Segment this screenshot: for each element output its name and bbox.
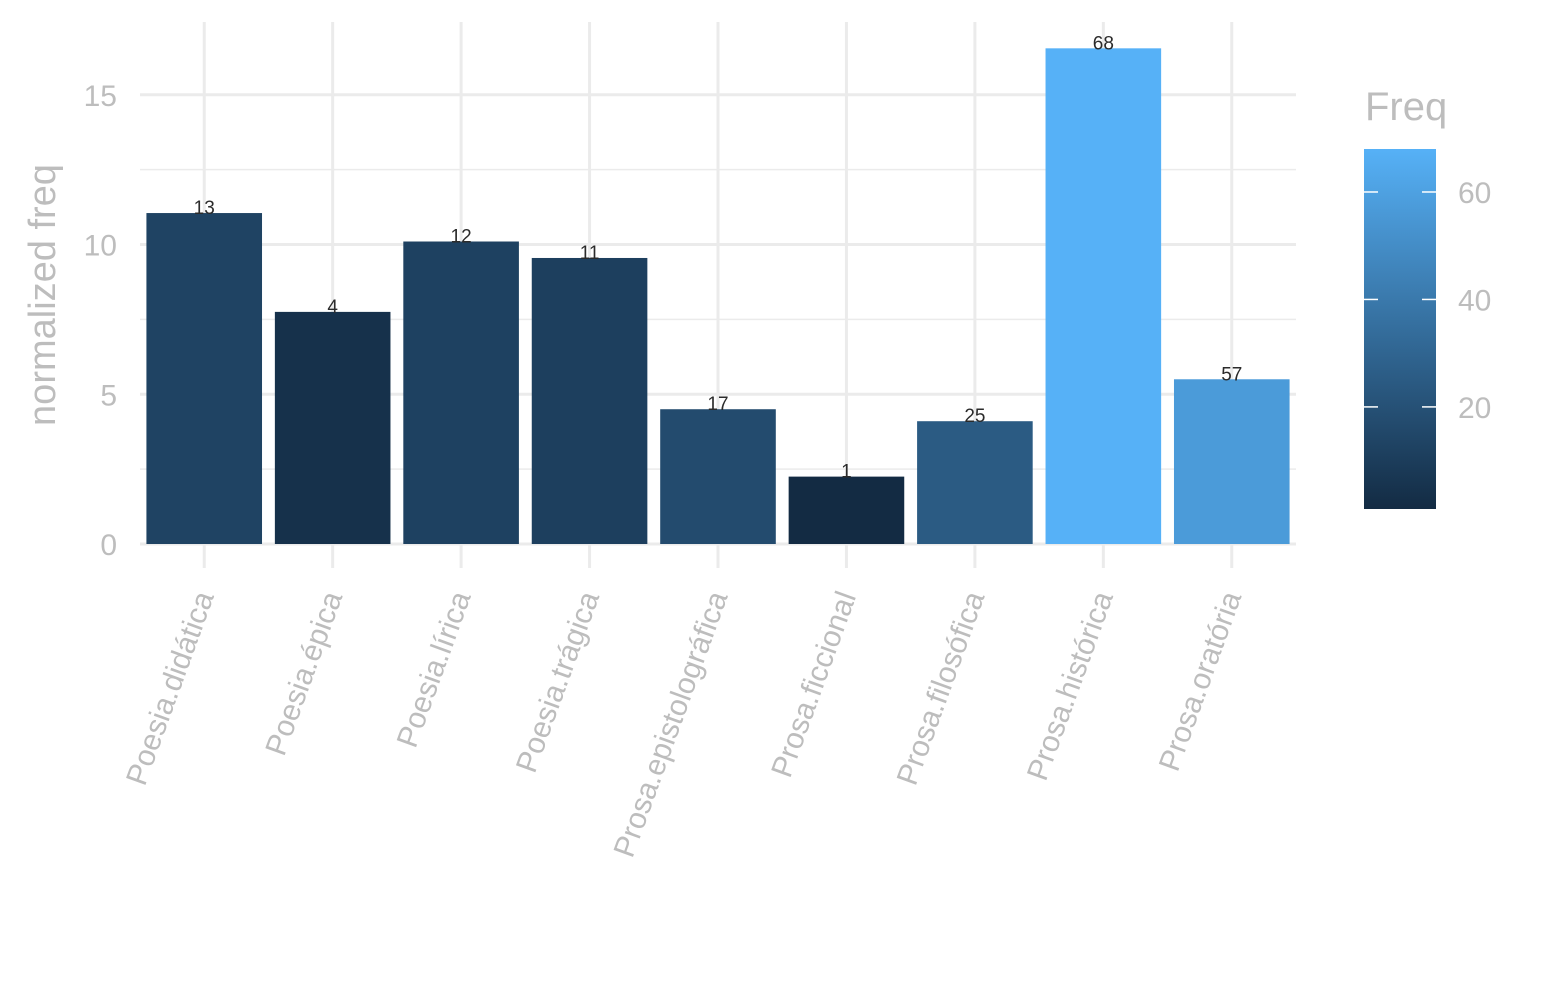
y-axis: 0 5 10 15 xyxy=(84,80,117,562)
legend-colorbar xyxy=(1364,149,1436,509)
bar-value-label: 11 xyxy=(580,243,600,264)
x-tick-label: Prosa.oratória xyxy=(1153,587,1249,776)
bar-value-label: 12 xyxy=(451,227,472,248)
bar-value-label: 57 xyxy=(1221,364,1242,385)
bar-1 xyxy=(274,311,391,544)
x-tick-label: Poesia.didática xyxy=(120,587,221,790)
bar-0 xyxy=(146,213,263,545)
legend: Freq 20 40 60 xyxy=(1364,85,1491,509)
x-tick-label: Prosa.ficcional xyxy=(765,587,863,782)
bar-value-label: 17 xyxy=(707,394,728,415)
x-tick-label: Prosa.filosófica xyxy=(891,587,992,790)
x-axis: Poesia.didática Poesia.épica Poesia.lírica… xyxy=(120,587,1248,862)
legend-tick-label: 60 xyxy=(1458,177,1491,210)
bar-5 xyxy=(788,476,905,544)
x-tick-label: Poesia.épica xyxy=(259,587,349,760)
y-tick-label: 0 xyxy=(100,529,117,562)
x-tick-label: Poesia.trágica xyxy=(510,587,606,777)
bar-8 xyxy=(1173,379,1290,544)
bar-value-label: 4 xyxy=(327,297,338,318)
y-tick-label: 10 xyxy=(84,230,117,263)
bar-7 xyxy=(1045,48,1162,544)
y-axis-title: normalized freq xyxy=(22,164,64,426)
x-tick-label: Prosa.histórica xyxy=(1021,587,1120,785)
bar-value-label: 68 xyxy=(1093,33,1114,54)
x-tick-label: Poesia.lírica xyxy=(391,587,478,752)
legend-title: Freq xyxy=(1365,85,1447,129)
legend-tick-label: 20 xyxy=(1458,392,1491,425)
bar-4 xyxy=(660,409,776,544)
legend-tick-label: 40 xyxy=(1458,284,1491,317)
bar-6 xyxy=(917,421,1033,544)
bar-value-label: 13 xyxy=(194,198,215,219)
legend-ticks: 20 40 60 xyxy=(1364,177,1491,425)
bar-labels: 13 4 12 11 17 1 25 68 57 xyxy=(194,33,1243,482)
bar-2 xyxy=(403,241,519,544)
bar-value-label: 25 xyxy=(964,406,985,427)
bar-value-label: 1 xyxy=(841,462,852,483)
y-tick-label: 15 xyxy=(84,80,117,113)
y-tick-label: 5 xyxy=(100,379,117,412)
bar-3 xyxy=(531,257,648,544)
x-tick-label: Prosa.epistolográfica xyxy=(608,587,735,862)
bars xyxy=(146,48,1290,545)
